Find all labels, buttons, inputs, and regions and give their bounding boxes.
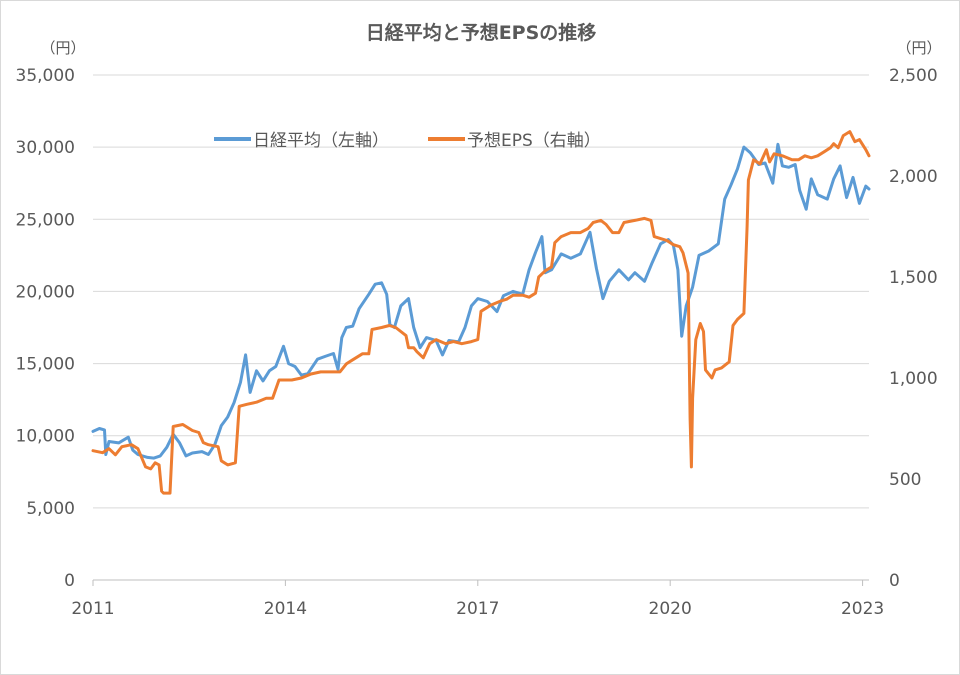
x-tick-label: 2020 <box>649 599 692 619</box>
left-tick-label: 30,000 <box>16 138 75 158</box>
right-tick-label: 1,000 <box>889 369 938 389</box>
legend-label-eps: 予想EPS（右軸） <box>467 131 601 151</box>
right-axis-unit: （円） <box>896 39 941 57</box>
left-tick-label: 0 <box>64 571 75 591</box>
gridlines <box>93 74 869 509</box>
right-tick-label: 2,000 <box>889 167 938 187</box>
series-line-nikkei <box>91 142 871 460</box>
left-tick-label: 15,000 <box>16 355 75 375</box>
axes: 0 5,000 10,000 15,000 20,000 25,000 30,000 35,0… <box>16 66 938 619</box>
x-tick-label: 2014 <box>264 599 307 619</box>
left-tick-label: 10,000 <box>16 427 75 447</box>
legend: 日経平均（左軸） 予想EPS（右軸） <box>214 131 601 151</box>
x-tick-label: 2011 <box>71 599 114 619</box>
left-tick-label: 20,000 <box>16 282 75 302</box>
right-tick-label: 2,500 <box>889 66 938 86</box>
series-layer <box>91 130 871 495</box>
legend-label-nikkei: 日経平均（左軸） <box>253 131 389 151</box>
right-tick-label: 0 <box>889 571 900 591</box>
x-tick-label: 2023 <box>841 599 884 619</box>
series-line-eps <box>91 130 871 495</box>
right-tick-label: 500 <box>889 470 921 490</box>
left-tick-label: 5,000 <box>26 499 75 519</box>
chart-title: 日経平均と予想EPSの推移 <box>366 21 597 44</box>
left-axis-unit: （円） <box>40 39 85 57</box>
left-tick-label: 35,000 <box>16 66 75 86</box>
x-tick-label: 2017 <box>456 599 499 619</box>
right-tick-label: 1,500 <box>889 268 938 288</box>
left-tick-label: 25,000 <box>16 210 75 230</box>
